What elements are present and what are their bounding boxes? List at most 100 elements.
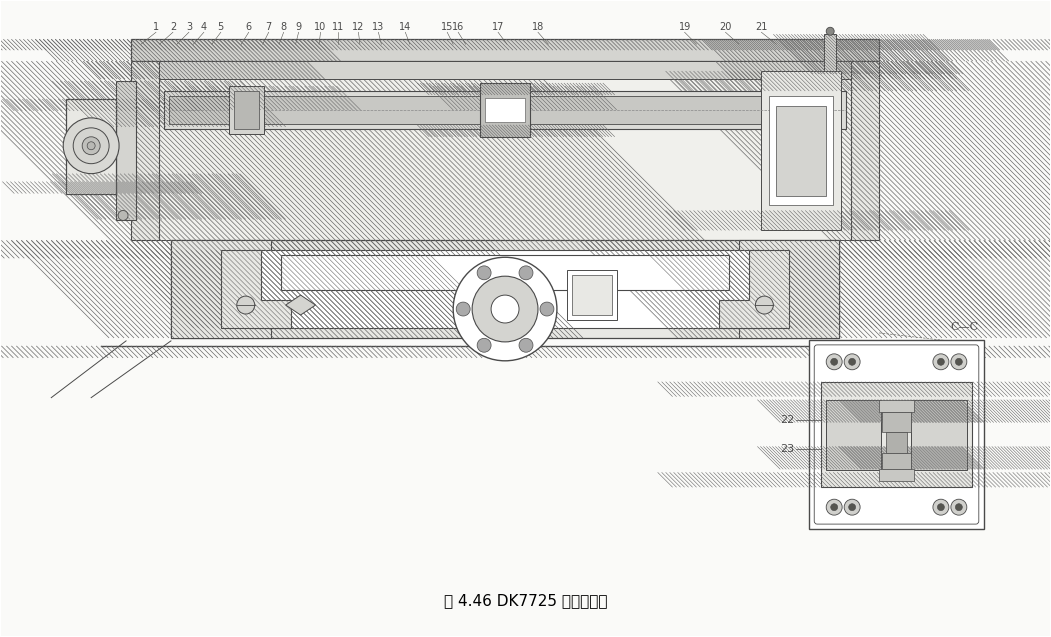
Bar — [826, 447, 881, 469]
Bar — [824, 34, 837, 74]
Text: 6: 6 — [246, 22, 252, 32]
Bar — [486, 86, 520, 110]
Circle shape — [951, 354, 967, 369]
Bar — [159, 61, 851, 79]
Bar — [761, 71, 841, 91]
Circle shape — [477, 338, 491, 352]
Circle shape — [826, 354, 842, 369]
Text: 23: 23 — [780, 445, 795, 454]
Circle shape — [63, 118, 119, 174]
Text: 7: 7 — [266, 22, 272, 32]
Bar — [131, 39, 211, 61]
Bar — [566, 270, 617, 320]
Circle shape — [844, 499, 860, 515]
Polygon shape — [286, 295, 315, 315]
Text: 19: 19 — [679, 22, 691, 32]
Text: C—C: C—C — [951, 322, 978, 332]
Bar — [821, 382, 972, 397]
Text: 16: 16 — [452, 22, 465, 32]
Bar — [490, 91, 515, 129]
Text: 11: 11 — [332, 22, 345, 32]
Bar — [886, 431, 907, 454]
Bar — [879, 399, 914, 412]
Bar — [826, 399, 881, 422]
Bar — [749, 250, 789, 328]
Text: 20: 20 — [719, 22, 731, 32]
Bar — [480, 125, 530, 137]
Bar — [761, 210, 841, 231]
Text: 15: 15 — [441, 22, 453, 32]
Bar — [911, 399, 967, 470]
Bar — [221, 250, 261, 328]
Text: 3: 3 — [186, 22, 192, 32]
Bar — [791, 61, 851, 79]
Circle shape — [933, 499, 949, 515]
Text: 13: 13 — [372, 22, 385, 32]
Text: 9: 9 — [295, 22, 302, 32]
Bar — [480, 83, 530, 95]
Circle shape — [519, 266, 533, 280]
Circle shape — [933, 354, 949, 369]
Circle shape — [472, 276, 538, 342]
Bar — [882, 412, 911, 431]
Circle shape — [830, 504, 838, 511]
Circle shape — [848, 504, 856, 511]
Polygon shape — [221, 250, 291, 328]
Circle shape — [519, 338, 533, 352]
Polygon shape — [720, 250, 789, 328]
Bar — [131, 61, 159, 240]
Text: 1: 1 — [152, 22, 159, 32]
Circle shape — [955, 504, 963, 511]
Bar — [572, 275, 612, 315]
Circle shape — [937, 504, 945, 511]
Text: 18: 18 — [532, 22, 544, 32]
Circle shape — [826, 499, 842, 515]
Bar — [851, 61, 879, 240]
Circle shape — [118, 210, 128, 220]
Bar — [740, 240, 839, 338]
Bar — [171, 240, 839, 258]
Text: 12: 12 — [352, 22, 365, 32]
Bar — [116, 81, 136, 127]
Circle shape — [951, 499, 967, 515]
Circle shape — [453, 257, 557, 361]
Bar — [821, 382, 972, 487]
Text: 2: 2 — [170, 22, 177, 32]
Bar — [879, 469, 914, 482]
Bar — [882, 454, 911, 469]
Circle shape — [74, 128, 109, 164]
Circle shape — [844, 354, 860, 369]
Circle shape — [756, 296, 774, 314]
Bar — [159, 61, 851, 240]
Bar — [66, 99, 116, 111]
Bar — [777, 106, 826, 196]
Bar — [911, 447, 967, 469]
Circle shape — [848, 359, 856, 365]
Circle shape — [456, 302, 470, 316]
Bar — [101, 346, 909, 358]
Circle shape — [477, 266, 491, 280]
Bar — [159, 61, 219, 79]
Bar — [281, 255, 729, 290]
Circle shape — [826, 27, 834, 35]
Bar — [911, 399, 967, 422]
Bar — [164, 91, 846, 129]
Circle shape — [540, 302, 554, 316]
Bar — [229, 86, 264, 134]
Text: 5: 5 — [218, 22, 224, 32]
Circle shape — [830, 359, 838, 365]
Bar — [851, 61, 879, 240]
Text: 17: 17 — [492, 22, 504, 32]
Circle shape — [937, 359, 945, 365]
Text: 14: 14 — [399, 22, 411, 32]
Bar — [66, 182, 116, 194]
Bar — [101, 346, 909, 358]
Circle shape — [87, 142, 96, 150]
Bar — [171, 240, 839, 338]
Bar — [66, 99, 116, 194]
Bar — [171, 240, 271, 338]
Bar — [761, 71, 841, 231]
Bar — [116, 81, 136, 220]
Text: 图 4.46 DK7725 工作台结构: 图 4.46 DK7725 工作台结构 — [444, 593, 607, 608]
Circle shape — [955, 359, 963, 365]
